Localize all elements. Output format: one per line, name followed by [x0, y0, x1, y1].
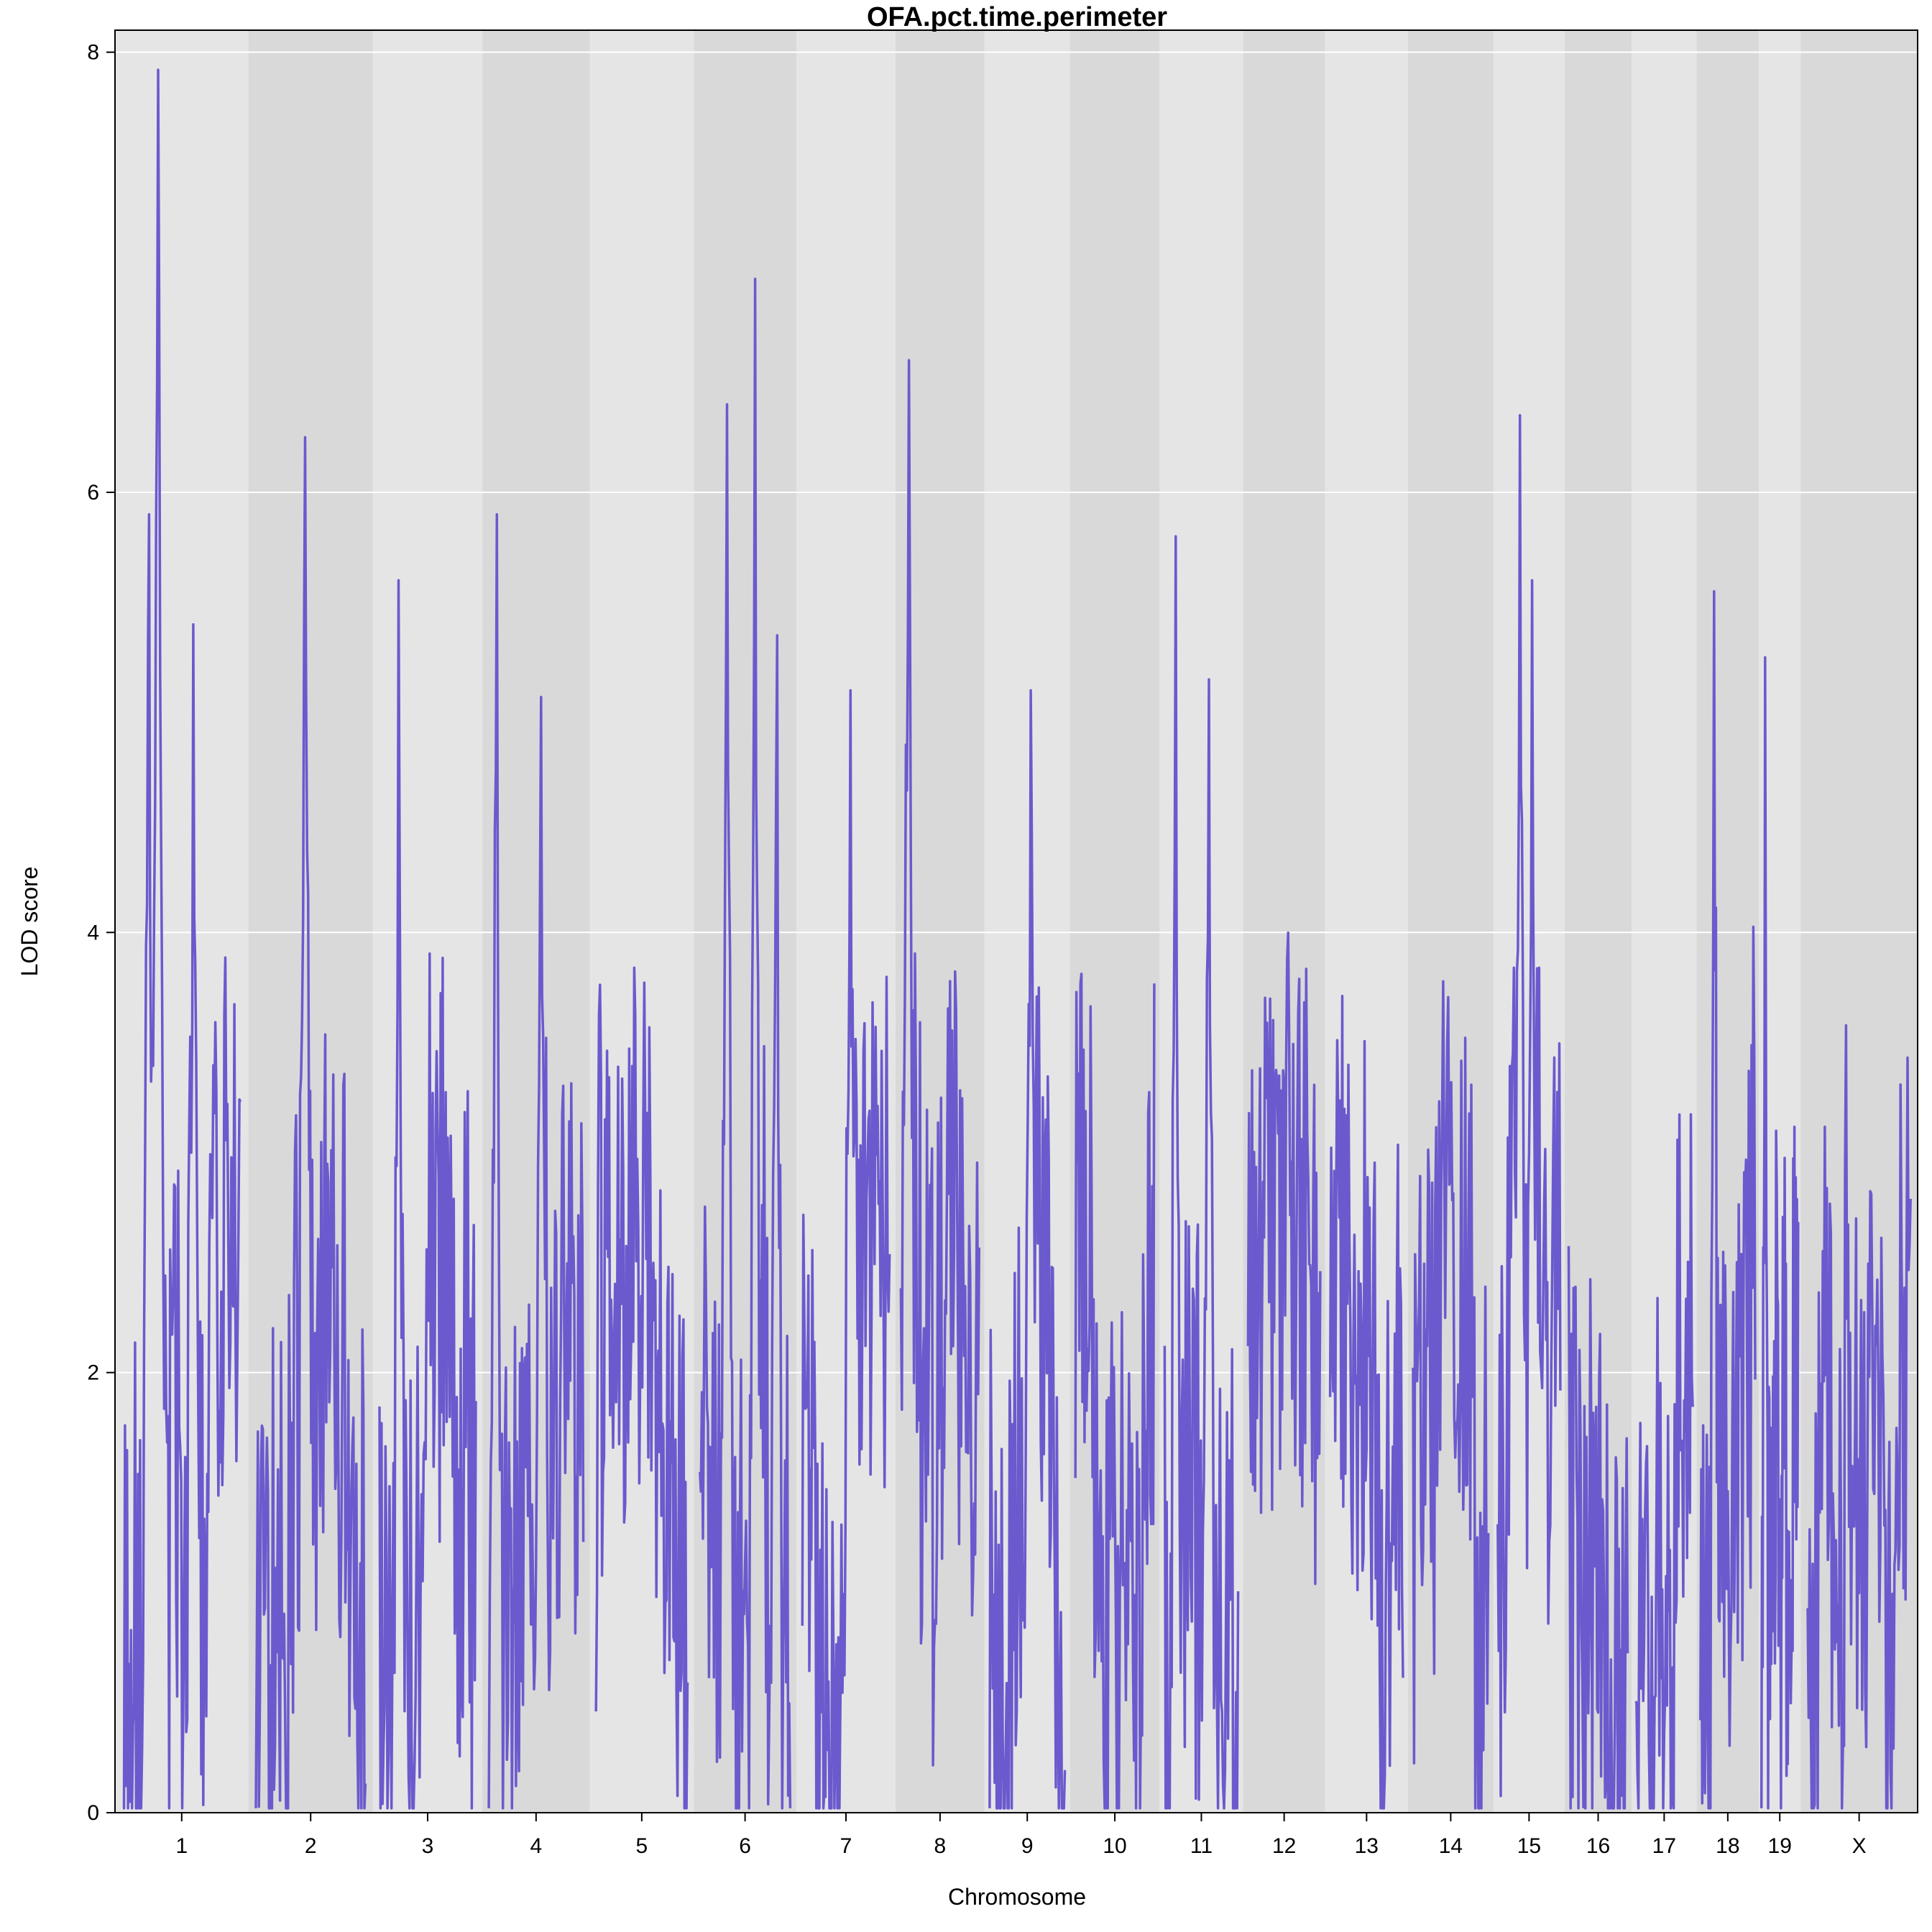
lod-line-chr-1 — [122, 68, 242, 1810]
x-tick-label-14: 14 — [1439, 1834, 1463, 1858]
lod-line-chr-11 — [1163, 535, 1240, 1810]
lod-line-chr-8 — [899, 359, 981, 1767]
plot-border — [114, 29, 1918, 1813]
chromosome-band-12 — [1243, 30, 1325, 1813]
y-tick-label-6: 6 — [87, 481, 99, 505]
lod-line-chr-7 — [801, 689, 891, 1810]
lod-line-chr-10 — [1074, 972, 1156, 1810]
x-tick-label-7: 7 — [840, 1834, 852, 1858]
lod-line-chr-4 — [487, 512, 585, 1810]
y-tick-label-4: 4 — [87, 921, 99, 944]
x-tick-label-4: 4 — [530, 1834, 542, 1858]
x-tick-label-19: 19 — [1768, 1834, 1792, 1858]
lod-line-chr-13 — [1328, 995, 1404, 1810]
x-tick-label-13: 13 — [1355, 1834, 1379, 1858]
lod-line-chr-17 — [1634, 1113, 1694, 1810]
x-tick-label-6: 6 — [739, 1834, 751, 1858]
lod-line-chr-9 — [988, 689, 1067, 1810]
lod-line-chr-5 — [594, 966, 689, 1810]
lod-line-chr-12 — [1246, 931, 1322, 1586]
x-tick-label-5: 5 — [636, 1834, 648, 1858]
x-axis: 1 2 3 4 5 6 7 8 9 10 11 12 13 14 15 16 17 18 19 X — [175, 1813, 1867, 1858]
lod-line-chr-X — [1806, 1024, 1912, 1810]
y-tick-label-8: 8 — [87, 41, 99, 65]
lod-series — [122, 68, 1912, 1810]
chart-title: OFA.pct.time.perimeter — [867, 2, 1167, 32]
lod-line-chr-18 — [1699, 589, 1757, 1810]
lod-line-chr-6 — [699, 277, 792, 1810]
lod-line-chr-2 — [254, 436, 367, 1810]
x-tick-label-17: 17 — [1652, 1834, 1676, 1858]
lod-line-chr-3 — [378, 579, 477, 1810]
lod-line-chr-14 — [1412, 980, 1490, 1810]
y-axis-title: LOD score — [17, 867, 42, 977]
lod-line-chr-19 — [1760, 656, 1800, 1810]
x-tick-label-8: 8 — [934, 1834, 947, 1858]
x-tick-label-11: 11 — [1190, 1834, 1213, 1858]
plot-frame — [114, 29, 1918, 1813]
y-tick-label-2: 2 — [87, 1361, 99, 1385]
x-tick-label-16: 16 — [1586, 1834, 1610, 1858]
lod-line-chr-16 — [1567, 1246, 1629, 1810]
y-axis: 0 2 4 6 8 — [87, 41, 115, 1825]
x-tick-label-10: 10 — [1103, 1834, 1126, 1858]
x-tick-label-15: 15 — [1517, 1834, 1541, 1858]
x-tick-label-3: 3 — [422, 1834, 434, 1858]
x-tick-label-9: 9 — [1021, 1834, 1034, 1858]
x-tick-label-2: 2 — [305, 1834, 317, 1858]
x-tick-label-X: X — [1852, 1834, 1867, 1858]
y-tick-label-0: 0 — [87, 1801, 99, 1825]
lod-line-chr-15 — [1496, 414, 1562, 1798]
y-gridlines — [115, 51, 1918, 1374]
x-tick-label-18: 18 — [1716, 1834, 1739, 1858]
x-tick-label-1: 1 — [175, 1834, 188, 1858]
x-axis-title: Chromosome — [948, 1884, 1086, 1910]
x-tick-label-12: 12 — [1272, 1834, 1296, 1858]
